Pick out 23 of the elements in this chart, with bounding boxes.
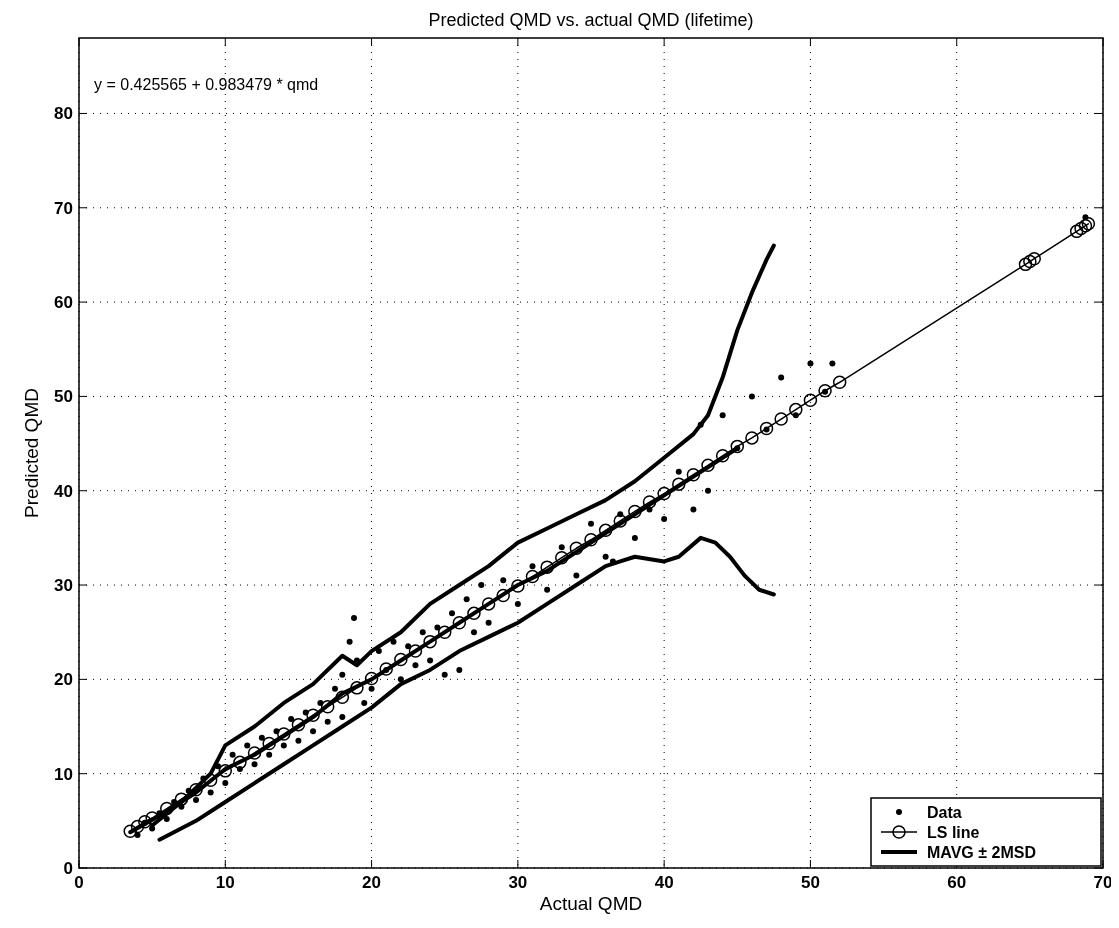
y-tick-label: 10	[54, 764, 73, 784]
x-tick-label: 10	[215, 873, 235, 892]
chart-title: Predicted QMD vs. actual QMD (lifetime)	[428, 10, 754, 30]
x-tick-label: 40	[654, 873, 674, 892]
y-axis-title: Predicted QMD	[21, 388, 42, 518]
x-tick-label: 60	[947, 873, 967, 892]
legend-label: LS line	[927, 824, 980, 841]
y-tick-label: 50	[54, 387, 73, 407]
y-tick-label: 80	[54, 104, 73, 124]
legend-label: Data	[927, 804, 962, 821]
x-axis-title: Actual QMD	[539, 893, 643, 914]
y-tick-label: 70	[54, 198, 73, 218]
y-tick-label: 20	[54, 670, 73, 690]
x-tick-label: 20	[362, 873, 382, 892]
y-tick-label: 40	[54, 481, 73, 501]
y-tick-label: 30	[54, 576, 73, 596]
y-tick-label: 60	[54, 293, 73, 313]
x-tick-label: 50	[800, 873, 820, 892]
legend-label: MAVG ± 2MSD	[927, 844, 1036, 861]
x-tick-label: 70	[1093, 873, 1113, 892]
x-tick-label: 30	[508, 873, 528, 892]
y-tick-label: 0	[63, 859, 73, 878]
annotation: y = 0.425565 + 0.983479 * qmd	[94, 76, 319, 93]
